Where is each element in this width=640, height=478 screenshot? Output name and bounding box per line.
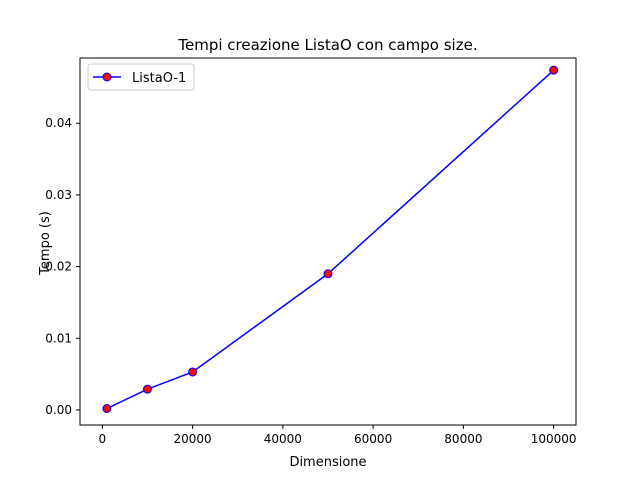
data-point [323,269,333,279]
axes-frame [79,57,577,426]
data-point [549,65,559,75]
data-point [188,367,198,377]
x-tick-label: 20000 [174,432,212,446]
legend-frame [87,63,195,91]
data-point [102,404,112,414]
y-tick-label: 0.02 [45,260,72,274]
plot-area [79,57,577,426]
data-point [142,384,152,394]
y-tick-label: 0.01 [45,331,72,345]
series-layer [102,65,559,414]
x-axis-label: Dimensione [289,455,366,470]
x-tick-label: 100000 [531,432,577,446]
legend-label: ListaO-1 [132,71,186,86]
x-axis: 0 20000 40000 60000 80000 100000 [99,425,577,446]
x-tick-label: 80000 [444,432,482,446]
y-tick-label: 0.00 [45,403,72,417]
x-tick-label: 0 [99,432,107,446]
x-tick-label: 40000 [264,432,302,446]
legend-marker [102,72,112,82]
y-tick-label: 0.04 [45,116,72,130]
y-tick-label: 0.03 [45,188,72,202]
y-axis-label: Tempo (s) [38,211,53,276]
x-tick-label: 60000 [354,432,392,446]
legend: ListaO-1 [87,63,195,91]
chart-title: Tempi creazione ListaO con campo size. [177,36,477,54]
y-axis: 0.00 0.01 0.02 0.03 0.04 [45,116,80,417]
